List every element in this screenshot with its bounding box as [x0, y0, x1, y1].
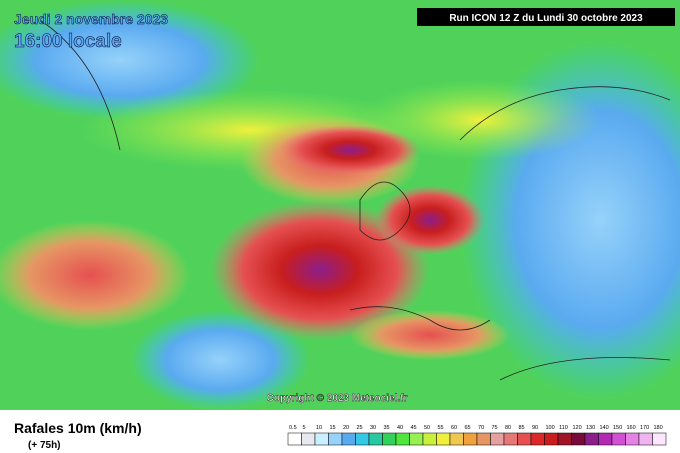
legend-label: 35: [384, 425, 390, 431]
legend-swatch: [490, 432, 505, 446]
legend-label: 65: [465, 425, 471, 431]
legend-label: 140: [600, 425, 609, 431]
legend-swatch: [557, 432, 572, 446]
legend-label: 85: [519, 425, 525, 431]
legend-label: 180: [654, 425, 663, 431]
legend-label: 160: [627, 425, 636, 431]
legend-label: 110: [559, 425, 568, 431]
legend-swatch: [341, 432, 356, 446]
legend-swatch: [463, 432, 478, 446]
legend-label: 25: [357, 425, 363, 431]
legend-label: 80: [505, 425, 511, 431]
legend-label: 90: [532, 425, 538, 431]
legend-swatch: [584, 432, 599, 446]
legend-label: 5: [303, 425, 306, 431]
legend-swatch: [476, 432, 491, 446]
legend-label: 45: [411, 425, 417, 431]
legend-label: 70: [478, 425, 484, 431]
legend-label: 100: [546, 425, 555, 431]
legend-swatch: [530, 432, 545, 446]
run-box: [417, 8, 675, 26]
legend-label: 60: [451, 425, 457, 431]
legend-swatch: [328, 432, 343, 446]
legend-label: 55: [438, 425, 444, 431]
legend-label: 40: [397, 425, 403, 431]
legend-swatch: [652, 432, 667, 446]
legend-swatch: [355, 432, 370, 446]
legend-label: 130: [586, 425, 595, 431]
legend-swatch: [517, 432, 532, 446]
date-label: Jeudi 2 novembre 2023: [14, 11, 168, 27]
legend-swatch: [395, 432, 410, 446]
legend-label: 120: [573, 425, 582, 431]
legend-label: 0.5: [289, 425, 297, 431]
lead-time: (+ 75h): [28, 440, 61, 451]
legend-label: 75: [492, 425, 498, 431]
legend-swatch: [544, 432, 559, 446]
legend-swatch: [301, 432, 316, 446]
legend-swatch: [382, 432, 397, 446]
copyright: Copyright © 2023 Meteociel.fr: [267, 393, 408, 404]
legend-label: 170: [640, 425, 649, 431]
coastlines: [39, 19, 671, 381]
legend-swatch: [314, 432, 329, 446]
legend-swatch: [368, 432, 383, 446]
wind-field: [0, 0, 680, 410]
time-label: 16:00 locale: [14, 31, 122, 52]
legend-swatch: [611, 432, 626, 446]
legend-swatch: [625, 432, 640, 446]
legend-swatch: [422, 432, 437, 446]
legend-swatch: [409, 432, 424, 446]
run-label: Run ICON 12 Z du Lundi 30 octobre 2023: [449, 13, 643, 24]
legend-label: 150: [613, 425, 622, 431]
legend-swatch: [598, 432, 613, 446]
legend-swatch: [503, 432, 518, 446]
legend-swatch: [638, 432, 653, 446]
footer-title: Rafales 10m (km/h): [14, 420, 142, 436]
legend-swatch: [571, 432, 586, 446]
legend-swatch: [436, 432, 451, 446]
legend-label: 30: [370, 425, 376, 431]
legend-label: 15: [330, 425, 336, 431]
legend-label: 50: [424, 425, 430, 431]
legend-swatch: [449, 432, 464, 446]
legend-swatch: [287, 432, 302, 446]
legend-label: 10: [316, 425, 322, 431]
legend-label: 20: [343, 425, 349, 431]
legend: 0.5 5 10 15 20 25 30 35 40 45 50 55 60 65 70 75 80 85 90 10…: [287, 425, 667, 446]
